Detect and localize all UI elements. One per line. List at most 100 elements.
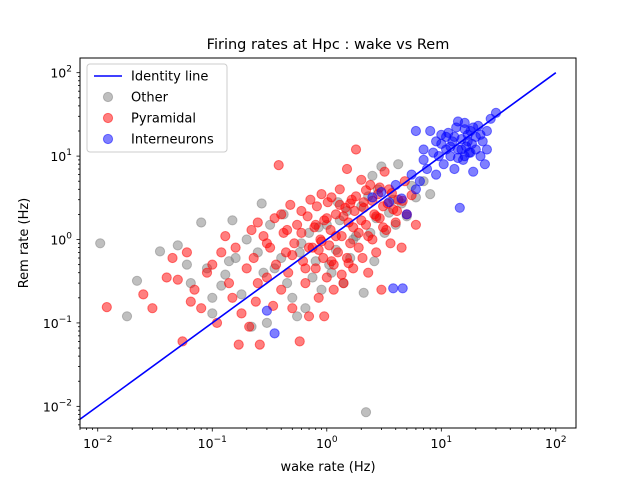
point-pyramidal (167, 252, 178, 264)
point-pyramidal (270, 259, 282, 270)
point-pyramidal (378, 222, 389, 233)
point-interneurons (462, 136, 473, 147)
point-pyramidal (379, 166, 390, 177)
point-pyramidal (376, 284, 387, 295)
point-pyramidal (311, 201, 322, 212)
point-pyramidal (396, 242, 407, 253)
point-pyramidal (244, 321, 255, 332)
point-other (207, 308, 218, 319)
chart-title: Firing rates at Hpc : wake vs Rem (207, 37, 450, 53)
point-interneurons (390, 179, 401, 191)
point-interneurons (425, 125, 436, 137)
point-other (236, 289, 247, 300)
point-other (241, 234, 252, 245)
point-pyramidal (350, 144, 362, 155)
point-pyramidal (326, 192, 337, 203)
point-pyramidal (276, 284, 287, 295)
point-pyramidal (338, 211, 349, 222)
point-pyramidal (385, 238, 396, 249)
point-interneurons (449, 163, 460, 175)
point-pyramidal (336, 269, 347, 280)
point-pyramidal (285, 199, 296, 210)
point-other (292, 311, 303, 322)
point-pyramidal (273, 160, 284, 171)
point-pyramidal (294, 336, 305, 347)
point-pyramidal (207, 259, 218, 270)
point-pyramidal (300, 263, 311, 274)
point-pyramidal (321, 272, 332, 283)
legend-label-identity: Identity line (131, 70, 208, 85)
point-pyramidal (300, 278, 311, 289)
x-tick-label: 102 (545, 435, 567, 451)
point-interneurons (468, 166, 479, 177)
point-other (172, 240, 183, 251)
point-pyramidal (345, 238, 356, 249)
point-interneurons (452, 116, 464, 127)
point-pyramidal (230, 242, 241, 253)
y-axis-label: Rem rate (Hz) (17, 198, 32, 289)
y-tick-label: 101 (50, 148, 72, 164)
point-pyramidal (196, 303, 207, 314)
point-pyramidal (321, 213, 332, 224)
point-pyramidal (216, 247, 227, 258)
point-pyramidal (246, 224, 257, 236)
point-interneurons (414, 176, 425, 187)
point-interneurons (431, 136, 442, 147)
x-axis-label: wake rate (Hz) (280, 460, 375, 475)
point-pyramidal (326, 256, 337, 267)
point-interneurons (449, 131, 460, 142)
point-pyramidal (334, 199, 345, 210)
point-other (131, 275, 143, 286)
point-pyramidal (338, 278, 349, 289)
legend-label-other: Other (131, 91, 169, 106)
point-other (181, 259, 192, 270)
x-tick-label: 100 (316, 435, 338, 451)
point-interneurons (436, 129, 447, 140)
point-pyramidal (410, 219, 421, 230)
point-pyramidal (319, 311, 330, 322)
legend-label-pyramidal: Pyramidal (131, 112, 196, 127)
point-other (367, 170, 378, 181)
point-pyramidal (332, 247, 343, 258)
point-interneurons (397, 283, 408, 294)
point-pyramidal (252, 217, 263, 228)
point-pyramidal (241, 263, 252, 274)
point-other (227, 215, 238, 226)
point-pyramidal (310, 263, 321, 274)
point-pyramidal (348, 222, 359, 233)
point-interneurons (401, 209, 412, 220)
point-pyramidal (357, 252, 368, 264)
point-pyramidal (227, 292, 238, 303)
point-pyramidal (287, 303, 298, 314)
point-other (425, 189, 436, 200)
point-pyramidal (328, 284, 339, 295)
legend-label-interneurons: Interneurons (131, 133, 214, 148)
point-pyramidal (302, 211, 313, 222)
point-other (207, 292, 218, 303)
point-other (369, 256, 380, 267)
point-other (154, 246, 166, 257)
x-axis: 10−2 10−1 100 101 102 (79, 428, 567, 451)
point-interneurons (418, 144, 429, 155)
point-other (196, 217, 207, 228)
point-interneurons (376, 187, 387, 198)
point-pyramidal (313, 244, 324, 255)
point-pyramidal (189, 284, 200, 295)
point-interneurons (261, 305, 272, 316)
point-pyramidal (363, 231, 374, 242)
point-pyramidal (353, 242, 364, 253)
point-pyramidal (147, 303, 158, 314)
point-interneurons (454, 202, 465, 213)
x-tick-label: 10−2 (83, 435, 112, 451)
point-other (261, 317, 272, 328)
point-pyramidal (161, 272, 172, 283)
point-other (307, 272, 318, 283)
point-other (95, 238, 106, 249)
legend-marker-interneurons (102, 133, 114, 145)
point-other (220, 269, 231, 280)
point-pyramidal (233, 339, 244, 350)
point-other (287, 292, 298, 303)
point-pyramidal (343, 258, 354, 269)
point-pyramidal (334, 184, 345, 195)
point-interneurons (384, 197, 395, 208)
